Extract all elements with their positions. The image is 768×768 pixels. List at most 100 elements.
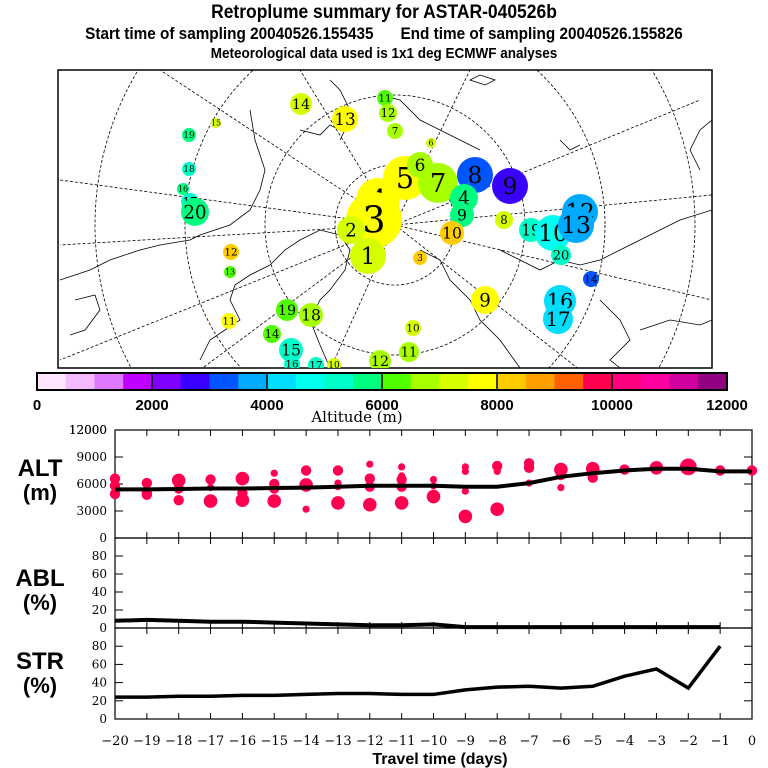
plume-cluster (471, 286, 499, 314)
colorbar: 0 2000 4000 6000 8000 10000 12000 (33, 372, 748, 414)
plume-cluster (337, 216, 365, 244)
y-tick-label: 9000 (76, 450, 107, 464)
colorbar-swatch (209, 373, 239, 390)
x-tick-label: −19 (133, 734, 160, 749)
coastlines (59, 74, 712, 368)
x-tick-label: −20 (101, 734, 128, 749)
colorbar-swatch (669, 373, 699, 390)
altitude-point (461, 487, 469, 495)
plume-cluster (387, 123, 403, 139)
colorbar-tick-label: 6000 (365, 397, 398, 414)
panel-frame (114, 537, 753, 629)
plume-cluster (290, 93, 312, 115)
altitude-point (523, 462, 535, 473)
cluster-label: 17 (546, 308, 571, 331)
colorbar-swatch (37, 373, 67, 390)
x-tick-label: −6 (551, 734, 570, 749)
plume-cluster (379, 104, 397, 122)
altitude-point (493, 467, 501, 475)
y-tick-label: 0 (99, 621, 107, 635)
cluster-label: 11 (222, 316, 235, 328)
plume-cluster (543, 304, 573, 334)
altitude-point (363, 497, 377, 512)
cluster-label: 13 (561, 211, 591, 239)
y-tick-label: 80 (92, 549, 107, 563)
altitude-point (109, 473, 121, 484)
plume-cluster (399, 342, 419, 362)
plume-cluster (224, 266, 236, 278)
cluster-label: 13 (225, 268, 235, 277)
colorbar-swatch (295, 373, 325, 390)
cluster-label: 14 (292, 97, 310, 113)
colorbar-swatch (583, 373, 613, 390)
y-tick-label: 40 (92, 585, 107, 599)
plume-cluster (299, 303, 323, 327)
colorbar-label: Altitude (m) (310, 408, 402, 426)
plume-cluster (583, 271, 599, 287)
cluster-label: 16 (285, 359, 298, 371)
colorbar-tick-label: 10000 (591, 397, 633, 414)
colorbar-swatch (468, 373, 498, 390)
chart-title: Retroplume summary for ASTAR-040526b (211, 2, 557, 23)
altitude-point (141, 477, 153, 489)
plume-cluster (558, 207, 594, 243)
x-tick-label: −18 (165, 734, 192, 749)
x-tick-label: −16 (229, 734, 256, 749)
cluster-label: 18 (183, 165, 195, 175)
end-time-label: End time of sampling 20040526.155826 (400, 24, 683, 43)
cluster-label: 11 (401, 346, 418, 361)
plume-cluster (440, 221, 464, 245)
colorbar-swatch (267, 373, 297, 390)
y-tick-label: 20 (92, 603, 107, 617)
subtitle: Meteorological data used is 1x1 deg ECMW… (210, 45, 558, 62)
plume-cluster (377, 90, 393, 106)
y-tick-label: 12000 (69, 423, 107, 437)
start-time-label: Start time of sampling 20040526.155435 (85, 24, 374, 43)
plume-cluster (350, 238, 386, 274)
colorbar-swatch (698, 373, 728, 390)
cluster-label: 10 (406, 323, 419, 335)
x-tick-label: 0 (748, 734, 756, 749)
alt-axis-label-l1: ALT (18, 455, 63, 482)
colorbar-swatch (612, 373, 642, 390)
cluster-label: 7 (430, 169, 447, 199)
colorbar-swatch (94, 373, 124, 390)
cluster-label: 6 (428, 138, 433, 147)
cluster-label: 13 (334, 109, 356, 129)
altitude-point (394, 496, 409, 510)
str-axis-label-l1: STR (16, 648, 64, 675)
colorbar-swatch (324, 373, 354, 390)
cluster-label: 10 (328, 361, 340, 371)
altitude-point (203, 494, 218, 508)
colorbar-tick-label: 0 (33, 397, 41, 414)
x-tick-label: −4 (615, 734, 634, 749)
cluster-label: 11 (378, 93, 391, 105)
cluster-label: 3 (362, 199, 385, 242)
abl-axis-label-l1: ABL (15, 565, 64, 592)
altitude-point (426, 489, 441, 504)
cluster-label: 16 (178, 185, 188, 194)
colorbar-swatch (497, 373, 527, 390)
str-line (115, 645, 722, 699)
colorbar-swatch (382, 373, 412, 390)
altitude-point (235, 493, 250, 508)
altitude-point (270, 469, 278, 477)
plume-cluster (223, 244, 239, 260)
x-tick-label: −2 (679, 734, 698, 749)
plume-cluster (276, 299, 298, 321)
colorbar-swatch (439, 373, 469, 390)
altitude-point (490, 502, 505, 516)
y-tick-label: 60 (92, 657, 107, 671)
cluster-label: 6 (415, 155, 426, 175)
x-tick-label: −10 (420, 734, 447, 749)
cluster-label: 10 (442, 224, 462, 242)
plume-cluster (182, 162, 196, 176)
cluster-label: 12 (381, 106, 396, 120)
panel-frame (114, 627, 753, 720)
colorbar-swatch (353, 373, 383, 390)
sampling-times: Start time of sampling 20040526.155435 En… (38, 24, 729, 44)
altitude-point (332, 465, 344, 476)
altitude-point (458, 509, 473, 524)
x-tick-label: −9 (456, 734, 475, 749)
y-tick-label: 60 (92, 567, 107, 581)
